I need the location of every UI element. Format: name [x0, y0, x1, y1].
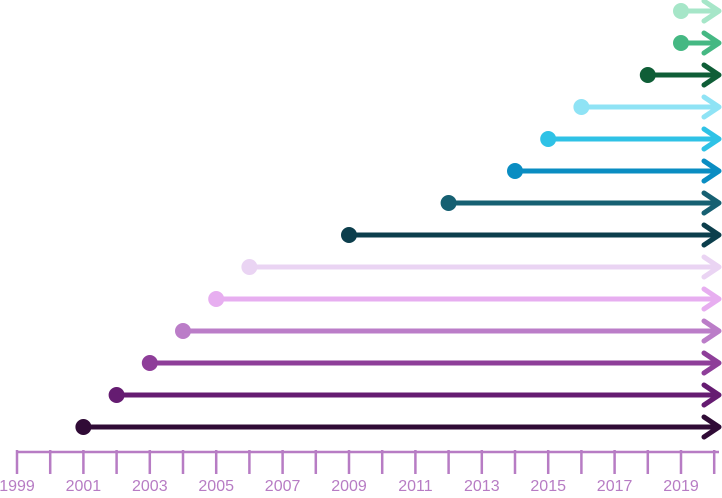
arrow-start-dot: [639, 67, 656, 83]
arrow-start-dot: [141, 355, 158, 371]
arrow-head: [701, 62, 722, 88]
axis-tick-label: 2013: [464, 478, 500, 495]
arrow-start-dot: [75, 419, 92, 435]
axis-tick-label: 2011: [398, 478, 433, 495]
timeline-arrow: [507, 158, 722, 184]
arrow-head: [701, 254, 722, 280]
timeline-arrow: [540, 126, 722, 152]
arrow-start-dot: [673, 35, 689, 51]
axis-tick-label: 1999: [0, 478, 35, 495]
arrow-head: [701, 350, 722, 376]
arrow-start-dot: [440, 195, 457, 211]
arrow-start-dot: [540, 131, 557, 147]
axis-tick-label: 2019: [663, 478, 699, 495]
timeline-arrow: [141, 350, 722, 376]
arrows-layer: [75, 0, 722, 440]
timeline-arrow: [241, 254, 722, 280]
arrow-head: [701, 0, 722, 24]
axis-tick-label: 2017: [597, 478, 633, 495]
arrow-head: [701, 286, 722, 312]
arrow-start-dot: [175, 323, 191, 339]
axis-tick-label: 2005: [198, 478, 234, 495]
arrow-start-dot: [241, 259, 258, 275]
timeline-arrow: [440, 190, 722, 216]
timeline-arrow: [175, 318, 722, 344]
timeline-arrow: [673, 0, 722, 24]
arrow-start-dot: [673, 3, 689, 19]
axis-tick-label: 2007: [265, 478, 301, 495]
arrow-start-dot: [208, 291, 225, 307]
axis-tick-label: 2009: [331, 478, 367, 495]
axis-tick-label: 2003: [132, 478, 168, 495]
arrow-head: [701, 382, 722, 408]
arrow-head: [701, 318, 722, 344]
timeline-arrow: [341, 222, 722, 248]
arrow-start-dot: [507, 163, 523, 179]
arrow-head: [701, 126, 722, 152]
timeline-arrow: [573, 94, 722, 120]
arrow-start-dot: [341, 227, 357, 243]
timeline-arrow: [673, 30, 722, 56]
timeline-arrow: [75, 414, 722, 440]
arrow-head: [701, 30, 722, 56]
timeline-arrow: [639, 62, 722, 88]
timeline-arrow: [208, 286, 722, 312]
arrow-start-dot: [573, 99, 590, 115]
timeline-arrow: [108, 382, 722, 408]
axis-tick-label: 2015: [530, 478, 566, 495]
arrow-head: [701, 414, 722, 440]
arrow-head: [701, 94, 722, 120]
arrow-head: [701, 222, 722, 248]
axis-tick-label: 2001: [66, 478, 102, 495]
arrow-head: [701, 190, 722, 216]
time-axis: 1999 2001 2003 2005 2007 2009 2011 2013 2015 2017…: [0, 450, 719, 495]
arrow-start-dot: [108, 387, 125, 403]
arrow-head: [701, 158, 722, 184]
